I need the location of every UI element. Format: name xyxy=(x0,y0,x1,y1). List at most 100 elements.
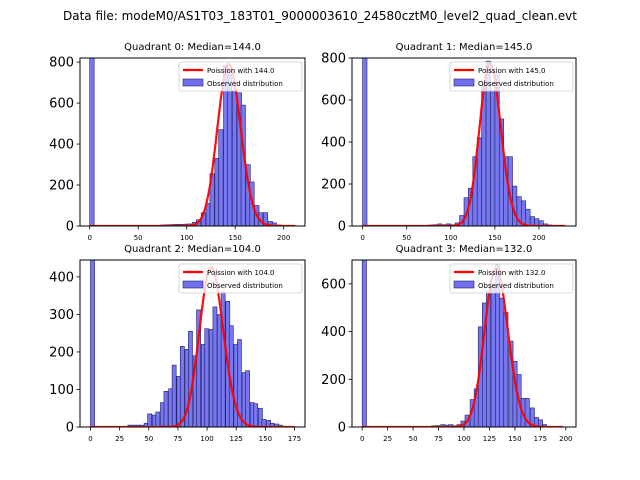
legend-bar-swatch xyxy=(182,280,204,289)
plot-area xyxy=(89,58,296,226)
poisson-curve xyxy=(362,267,563,427)
y-tick-label: 200 xyxy=(321,178,346,193)
y-tick-label: 400 xyxy=(49,270,74,285)
y-tick-label: 600 xyxy=(321,94,346,109)
histogram-bar xyxy=(227,74,233,226)
histogram-bar xyxy=(499,297,505,427)
plot-area xyxy=(90,260,295,427)
histogram-bar xyxy=(231,90,238,226)
histogram-bar xyxy=(269,422,275,427)
legend-label-observed: Observed distribution xyxy=(207,282,283,290)
y-tick-label: 100 xyxy=(49,383,74,398)
subplot-quadrant-0: 0 50 100 150 200 0 200 400 600 800 Quadrant 0: Med… xyxy=(49,42,306,242)
histogram-bar xyxy=(89,58,95,226)
x-tick-label: 175 xyxy=(288,435,301,443)
x-tick-label: 0 xyxy=(360,234,364,242)
histogram-bar xyxy=(521,200,527,226)
legend-bar-swatch xyxy=(453,78,475,87)
x-tick-label: 0 xyxy=(360,435,364,443)
x-tick-label: 25 xyxy=(383,435,392,443)
y-tick-label: 200 xyxy=(49,345,74,360)
histogram-bar xyxy=(361,260,367,427)
axes-frame xyxy=(79,57,306,227)
histogram-bar xyxy=(204,328,210,427)
legend-box xyxy=(449,263,574,294)
histogram-bar xyxy=(490,90,496,226)
x-tick-label: 75 xyxy=(434,435,443,443)
legend-bar-swatch xyxy=(453,280,475,289)
histogram-bar xyxy=(155,411,161,427)
y-tick-label: 200 xyxy=(49,179,74,194)
legend-label-poisson: Poission with 145.0 xyxy=(478,67,546,75)
x-tick-label: 125 xyxy=(230,435,243,443)
y-tick-label: 600 xyxy=(49,97,74,112)
x-tick-label: 100 xyxy=(444,234,457,242)
x-tick-label: 75 xyxy=(173,435,182,443)
subplot-quadrant-3: 0 25 50 75 100 125 150 175 200 0 200 400 600 Quadrant… xyxy=(321,244,577,443)
histogram-bar xyxy=(218,129,224,226)
subplot-title: Quadrant 0: Median=144.0 xyxy=(124,42,261,53)
legend-label-poisson: Poission with 144.0 xyxy=(207,67,275,75)
histogram-bar xyxy=(261,419,267,427)
x-tick-label: 25 xyxy=(115,435,124,443)
legend: Poission with 104.0 Observed distribution xyxy=(178,263,303,294)
histogram-bar xyxy=(525,208,531,226)
legend: Poission with 144.0 Observed distribution xyxy=(178,61,303,92)
histogram-bar xyxy=(362,58,368,226)
poisson-curve xyxy=(89,62,296,226)
histogram-bar xyxy=(188,331,193,427)
legend: Poission with 145.0 Observed distribution xyxy=(449,61,574,92)
y-tick-label: 400 xyxy=(321,136,346,151)
y-tick-label: 0 xyxy=(66,220,74,235)
x-tick-label: 150 xyxy=(488,234,501,242)
legend-box xyxy=(178,263,303,294)
y-tick-label: 200 xyxy=(321,373,346,388)
x-tick-label: 200 xyxy=(277,234,290,242)
histogram-bar xyxy=(90,260,95,427)
histogram-bar xyxy=(529,216,535,226)
histogram-bar xyxy=(253,403,259,427)
histogram-bar xyxy=(179,346,185,427)
x-tick-label: 150 xyxy=(259,435,272,443)
legend-label-observed: Observed distribution xyxy=(478,282,554,290)
x-tick-label: 100 xyxy=(200,435,213,443)
histogram-bar xyxy=(524,398,530,427)
y-tick-label: 0 xyxy=(338,220,346,235)
plot-area xyxy=(362,58,566,226)
legend-label-poisson: Poission with 104.0 xyxy=(207,269,275,277)
subplot-quadrant-1: 0 50 100 150 200 0 200 400 600 800 Quadrant 1: Med… xyxy=(321,42,577,242)
plot-area xyxy=(361,260,563,427)
subplot-title: Quadrant 3: Median=132.0 xyxy=(396,244,533,255)
x-tick-label: 50 xyxy=(402,234,411,242)
x-tick-label: 200 xyxy=(559,435,572,443)
legend-label-observed: Observed distribution xyxy=(207,80,283,88)
x-tick-label: 0 xyxy=(87,234,91,242)
subplot-quadrant-2: 0 25 50 75 100 125 150 175 0 100 200 300 400 Quadrant… xyxy=(49,244,306,443)
x-tick-label: 100 xyxy=(180,234,193,242)
figure-title: Data file: modeM0/AS1T03_183T01_90000036… xyxy=(63,9,577,23)
legend-bar-swatch xyxy=(182,78,204,87)
histogram-bar xyxy=(147,413,152,427)
legend-box xyxy=(449,61,574,92)
y-tick-label: 300 xyxy=(49,308,74,323)
histogram-bar xyxy=(271,222,277,226)
x-tick-label: 200 xyxy=(532,234,545,242)
histogram-bar xyxy=(538,419,543,427)
subplot-title: Quadrant 1: Median=145.0 xyxy=(396,42,533,53)
y-tick-label: 0 xyxy=(66,421,74,436)
y-tick-label: 0 xyxy=(338,421,346,436)
x-tick-label: 0 xyxy=(88,435,92,443)
x-tick-label: 50 xyxy=(409,435,418,443)
histogram-bar xyxy=(258,407,263,427)
subplot-title: Quadrant 2: Median=104.0 xyxy=(124,244,261,255)
histogram-bar xyxy=(171,364,177,427)
x-tick-label: 50 xyxy=(144,435,153,443)
x-tick-label: 50 xyxy=(134,234,143,242)
legend-label-poisson: Poission with 132.0 xyxy=(478,269,546,277)
legend: Poission with 132.0 Observed distribution xyxy=(449,263,574,294)
x-tick-label: 150 xyxy=(228,234,241,242)
histogram-bar xyxy=(163,391,169,427)
histogram-bar xyxy=(491,285,497,427)
histogram-bar xyxy=(212,306,218,427)
